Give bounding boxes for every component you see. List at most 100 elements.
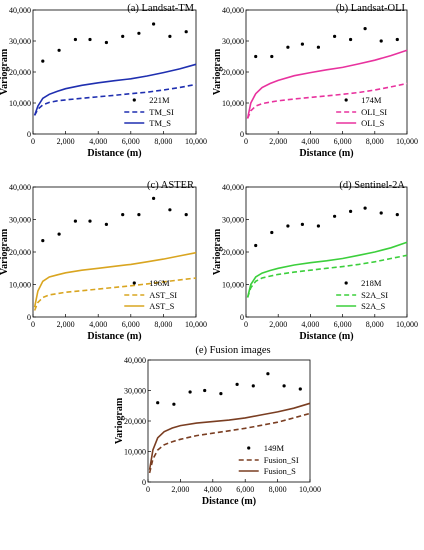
chart-title: (e) Fusion images	[195, 345, 270, 356]
x-tick-label: 0	[146, 485, 150, 494]
series-line-s2a-s	[246, 241, 408, 298]
chart-panel-3: 0 10,000 20,000 30,000 40,000 0 2,000 4,000 6,00…	[0, 180, 207, 342]
y-tick-label: 0	[142, 478, 146, 487]
y-tick-label: 40,000	[222, 6, 244, 15]
y-axis-label: Variogram	[0, 228, 10, 275]
x-tick-label: 0	[31, 137, 35, 146]
x-tick-label: 2,000	[269, 137, 287, 146]
y-tick-label: 30,000	[222, 37, 244, 46]
legend-point-marker	[247, 446, 251, 450]
data-point	[316, 45, 320, 49]
data-point	[121, 213, 125, 217]
y-tick-label: 30,000	[9, 37, 31, 46]
x-tick-label: 8,000	[154, 320, 172, 329]
x-tick-label: 0	[31, 320, 35, 329]
y-tick-label: 0	[240, 130, 244, 139]
x-axis-label: Distance (m)	[87, 331, 141, 342]
x-tick-label: 2,000	[269, 320, 287, 329]
x-tick-label: 0	[244, 320, 248, 329]
x-tick-label: 6,000	[334, 320, 352, 329]
series-line-ast-s	[33, 251, 197, 308]
data-point	[57, 48, 61, 52]
legend-point-label: 196M	[149, 278, 170, 288]
series-line-tm-s	[33, 63, 197, 116]
legend-point-marker	[132, 281, 136, 285]
chart-title: (c) ASTER	[147, 180, 194, 191]
legend-label: TM_S	[149, 118, 171, 128]
x-tick-label: 8,000	[366, 320, 384, 329]
y-tick-label: 20,000	[222, 248, 244, 257]
y-tick-label: 40,000	[9, 6, 31, 15]
series-line-tm-si	[33, 83, 197, 116]
x-tick-label: 2,000	[57, 320, 75, 329]
y-axis-label: Variogram	[212, 228, 223, 275]
data-point	[379, 211, 383, 215]
data-point	[88, 37, 92, 42]
data-point	[300, 222, 304, 226]
legend-point-marker	[344, 98, 348, 102]
legend-point-marker	[344, 281, 348, 285]
legend-label: S2A_SI	[361, 290, 388, 300]
data-point	[363, 206, 367, 210]
y-tick-label: 40,000	[222, 183, 244, 192]
chart-panel-4: 0 10,000 20,000 30,000 40,000 0 2,000 4,000 6,00…	[212, 180, 418, 342]
x-tick-label: 4,000	[301, 137, 319, 146]
data-point	[333, 34, 337, 39]
legend-point-label: 221M	[149, 95, 170, 105]
series-line-fusion-si	[148, 412, 311, 474]
series-line-s2a-si	[246, 254, 408, 298]
data-point	[379, 39, 383, 43]
x-tick-label: 10,000	[396, 320, 418, 329]
x-tick-label: 10,000	[185, 320, 207, 329]
x-tick-label: 4,000	[204, 485, 222, 494]
x-axis-label: Distance (m)	[299, 331, 353, 342]
data-point	[363, 27, 367, 31]
data-point	[152, 22, 156, 26]
y-tick-label: 20,000	[222, 68, 244, 77]
y-tick-label: 10,000	[222, 281, 244, 290]
data-point	[219, 392, 223, 396]
data-point	[137, 213, 141, 217]
data-point	[152, 196, 156, 200]
y-tick-label: 20,000	[9, 68, 31, 77]
data-point	[254, 243, 258, 248]
chart-panel-5: 0 10,000 20,000 30,000 40,000 0 2,000 4,000 6,00…	[114, 345, 321, 507]
legend-point-label: 218M	[361, 278, 382, 288]
data-point	[41, 59, 45, 63]
chart-title: (a) Landsat-TM	[127, 3, 194, 14]
data-point	[184, 30, 188, 34]
legend-point-label: 149M	[264, 443, 285, 453]
x-tick-label: 2,000	[57, 137, 75, 146]
y-tick-label: 20,000	[9, 248, 31, 257]
data-point	[203, 388, 207, 393]
data-point	[349, 37, 353, 42]
y-axis-label: Variogram	[114, 397, 125, 444]
legend-label: AST_SI	[149, 290, 177, 300]
data-point	[104, 40, 108, 45]
x-axis-label: Distance (m)	[202, 496, 256, 507]
x-tick-label: 6,000	[334, 137, 352, 146]
data-point	[137, 31, 141, 35]
data-point	[88, 219, 92, 223]
y-tick-label: 30,000	[9, 216, 31, 225]
legend-label: AST_S	[149, 301, 174, 311]
data-point	[57, 232, 61, 236]
y-tick-label: 20,000	[124, 417, 146, 426]
data-point	[168, 34, 172, 39]
data-point	[333, 214, 337, 218]
y-tick-label: 0	[240, 313, 244, 322]
data-point	[254, 54, 258, 59]
legend-label: Fusion_S	[264, 466, 296, 476]
data-point	[270, 54, 274, 59]
y-tick-label: 10,000	[9, 99, 31, 108]
data-point	[156, 401, 160, 405]
x-tick-label: 6,000	[122, 137, 140, 146]
x-tick-label: 6,000	[122, 320, 140, 329]
chart-title: (d) Sentinel-2A	[339, 180, 405, 191]
legend-label: TM_SI	[149, 107, 174, 117]
legend-point-label: 174M	[361, 95, 382, 105]
data-point	[121, 34, 125, 39]
x-tick-label: 4,000	[301, 320, 319, 329]
x-axis-label: Distance (m)	[299, 148, 353, 159]
